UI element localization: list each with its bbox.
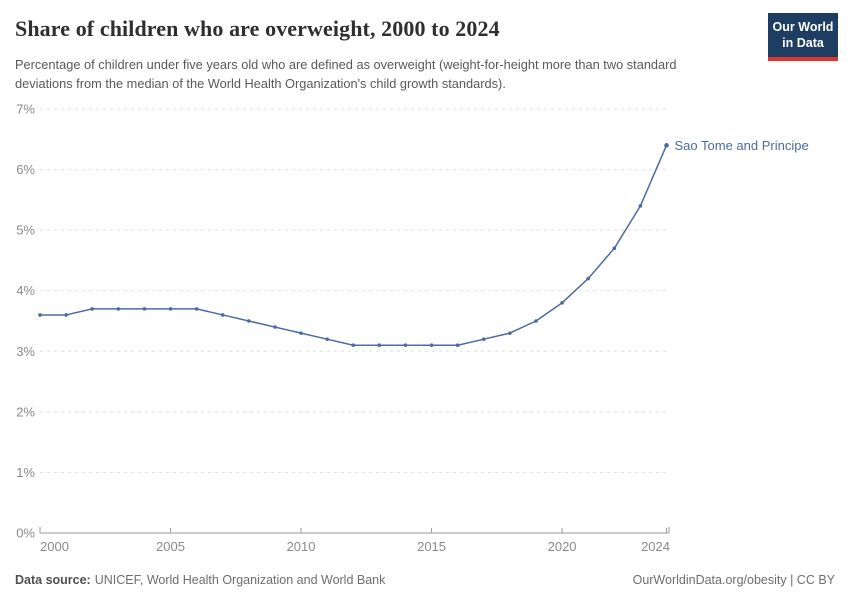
logo-line-1: Our World [772,20,834,34]
data-point[interactable] [116,307,121,311]
data-point[interactable] [351,343,356,348]
data-point[interactable] [299,331,303,335]
data-point[interactable] [377,343,382,348]
logo-line-2: in Data [782,35,824,50]
data-point[interactable] [612,246,617,251]
data-point[interactable] [403,343,408,348]
data-point[interactable] [481,337,486,341]
data-point[interactable] [586,276,590,281]
page-title: Share of children who are overweight, 20… [15,16,500,41]
series-line[interactable] [40,145,668,346]
data-point[interactable] [429,343,434,348]
data-point[interactable] [64,313,68,317]
data-point[interactable] [194,307,199,311]
owid-logo[interactable]: Our World in Data [768,13,838,62]
y-tick-label: 7% [16,102,35,117]
x-tick-label: 2000 [40,539,69,554]
data-source-text: UNICEF, World Health Organization and Wo… [94,573,386,587]
y-tick-label: 1% [16,465,35,480]
x-tick-label: 2005 [156,539,185,554]
y-tick-label: 6% [16,162,35,177]
data-point[interactable] [247,319,251,323]
footer-link[interactable]: OurWorldinData.org/obesity | CC BY [632,573,835,587]
data-point[interactable] [90,307,95,311]
data-point[interactable] [455,343,460,348]
data-source-label: Data source: [15,573,91,587]
data-point[interactable] [220,313,225,317]
y-tick-label: 2% [16,404,35,419]
data-point[interactable] [142,307,147,311]
series-label[interactable]: Sao Tome and Principe [675,138,809,153]
data-point[interactable] [325,337,329,341]
data-point[interactable] [664,143,669,148]
y-tick-label: 3% [16,344,35,359]
data-point[interactable] [638,204,643,208]
data-point[interactable] [168,307,173,311]
data-point[interactable] [534,319,538,323]
data-point[interactable] [273,325,277,329]
data-point[interactable] [560,301,564,305]
x-tick-label: 2020 [548,539,577,554]
x-tick-label: 2015 [417,539,446,554]
data-point[interactable] [38,313,42,317]
chart-subtitle: Percentage of children under five years … [15,57,677,92]
chart-footer: Data source: UNICEF, World Health Organiz… [15,573,835,587]
y-tick-label: 0% [16,526,35,541]
y-tick-label: 4% [16,283,35,298]
data-point[interactable] [508,331,512,335]
data-source: Data source: UNICEF, World Health Organiz… [15,573,385,587]
x-tick-label: 2024 [641,539,670,554]
y-tick-label: 5% [16,223,35,238]
x-tick-label: 2010 [287,539,316,554]
